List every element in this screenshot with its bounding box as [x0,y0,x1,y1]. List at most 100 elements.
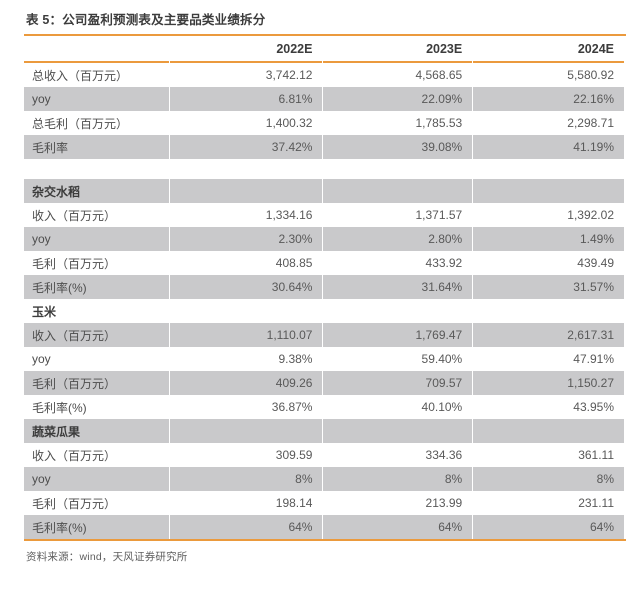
row-label: yoy [24,87,169,111]
cell-value: 40.10% [421,400,463,414]
table-row: 毛利率(%) 64% 64% 64% [24,515,624,539]
table-row: 毛利率 37.42% 39.08% 41.19% [24,135,624,159]
cell-value: 8% [323,467,473,491]
source-note: 资料来源：wind，天风证券研究所 [26,551,188,563]
section-row: 蔬菜瓜果 [24,419,624,443]
row-label: 蔬菜瓜果 [24,419,169,443]
table-row: yoy 9.38% 59.40% 47.91% [24,347,624,371]
row-label: yoy [24,227,169,251]
row-label: 收入（百万元） [24,323,169,347]
table-title: 表 5：公司盈利预测表及主要品类业绩拆分 [26,13,266,27]
cell-value: 59.40% [421,352,463,366]
forecast-table: 2022E 2023E 2024E 总收入（百万元） 3,742.12 4,568.… [23,36,625,539]
cell-value: 8% [169,467,323,491]
cell-value: 64% [323,515,473,539]
cell-value: 1,110.07 [169,323,323,347]
table-row: 毛利（百万元） 198.14 213.99 231.11 [24,491,624,515]
cell-value: 1,785.53 [415,116,463,130]
cell-value: 334.36 [425,448,463,462]
row-label: 收入（百万元） [32,208,117,223]
cell-value: 47.91% [573,352,614,366]
cell-value: 198.14 [275,496,313,510]
cell-value [323,419,473,443]
table-row: 收入（百万元） 1,334.16 1,371.57 1,392.02 [24,203,624,227]
row-label: 毛利率 [24,135,169,159]
cell-value: 1,769.47 [323,323,473,347]
table-row: 毛利（百万元） 409.26 709.57 1,150.27 [24,371,624,395]
cell-value: 361.11 [578,448,614,462]
row-label: 玉米 [32,304,57,319]
cell-value: 2.80% [323,227,473,251]
table-row: yoy 6.81% 22.09% 22.16% [24,87,624,111]
cell-value [169,179,323,203]
section-row: 杂交水稻 [24,179,624,203]
cell-value: 43.95% [573,400,614,414]
cell-value: 1.49% [473,227,624,251]
cell-value [473,299,624,323]
cell-value: 2.30% [169,227,323,251]
row-label: 毛利（百万元） [24,371,169,395]
header-label-cell [24,36,169,63]
header-year-2024e: 2024E [473,36,624,63]
cell-value: 309.59 [275,448,313,462]
cell-value: 2,617.31 [473,323,624,347]
cell-value: 1,150.27 [473,371,624,395]
row-label: 收入（百万元） [32,448,117,463]
cell-value: 231.11 [578,496,614,510]
cell-value: 30.64% [169,275,323,299]
row-label: 毛利率(%) [24,515,169,539]
cell-value: 39.08% [323,135,473,159]
cell-value: 1,334.16 [265,208,313,222]
table-row: 毛利率(%) 30.64% 31.64% 31.57% [24,275,624,299]
cell-value: 1,392.02 [567,208,614,222]
row-label: yoy [32,352,51,366]
cell-value: 1,371.57 [415,208,463,222]
cell-value: 36.87% [271,400,313,414]
cell-value: 3,742.12 [265,68,313,82]
cell-value: 9.38% [278,352,313,366]
cell-value: 22.16% [473,87,624,111]
header-year-2023e: 2023E [323,36,473,63]
table-row: 毛利率(%) 36.87% 40.10% 43.95% [24,395,624,419]
cell-value: 6.81% [169,87,323,111]
spacer-row [24,159,624,179]
table-row: 总收入（百万元） 3,742.12 4,568.65 5,580.92 [24,63,624,87]
title-rule [24,34,626,36]
cell-value: 4,568.65 [415,68,463,82]
spacer-cell [24,159,624,179]
table-row: 毛利（百万元） 408.85 433.92 439.49 [24,251,624,275]
header-year-2022e: 2022E [169,36,323,63]
row-label: 总收入（百万元） [32,68,129,83]
section-row: 玉米 [24,299,624,323]
row-label: yoy [24,467,169,491]
header-row: 2022E 2023E 2024E [24,36,624,63]
row-label: 毛利率(%) [24,275,169,299]
cell-value [169,419,323,443]
cell-value: 433.92 [425,256,463,270]
cell-value: 5,580.92 [567,68,614,82]
cell-value: 22.09% [323,87,473,111]
cell-value: 31.57% [473,275,624,299]
cell-value: 8% [473,467,624,491]
cell-value: 408.85 [275,256,313,270]
cell-value [323,179,473,203]
cell-value [473,179,624,203]
cell-value: 709.57 [323,371,473,395]
row-label: 总毛利（百万元） [32,116,129,131]
table-row: 收入（百万元） 309.59 334.36 361.11 [24,443,624,467]
cell-value: 41.19% [473,135,624,159]
cell-value: 37.42% [169,135,323,159]
row-label: 毛利（百万元） [32,496,117,511]
row-label: 毛利率(%) [32,400,87,415]
cell-value: 31.64% [323,275,473,299]
cell-value: 409.26 [169,371,323,395]
table-row: 总毛利（百万元） 1,400.32 1,785.53 2,298.71 [24,111,624,135]
cell-value [323,299,472,323]
row-label: 毛利（百万元） [32,256,117,271]
cell-value [473,419,624,443]
cell-value [170,299,323,323]
table-row: yoy 8% 8% 8% [24,467,624,491]
cell-value: 2,298.71 [567,116,614,130]
cell-value: 213.99 [425,496,463,510]
